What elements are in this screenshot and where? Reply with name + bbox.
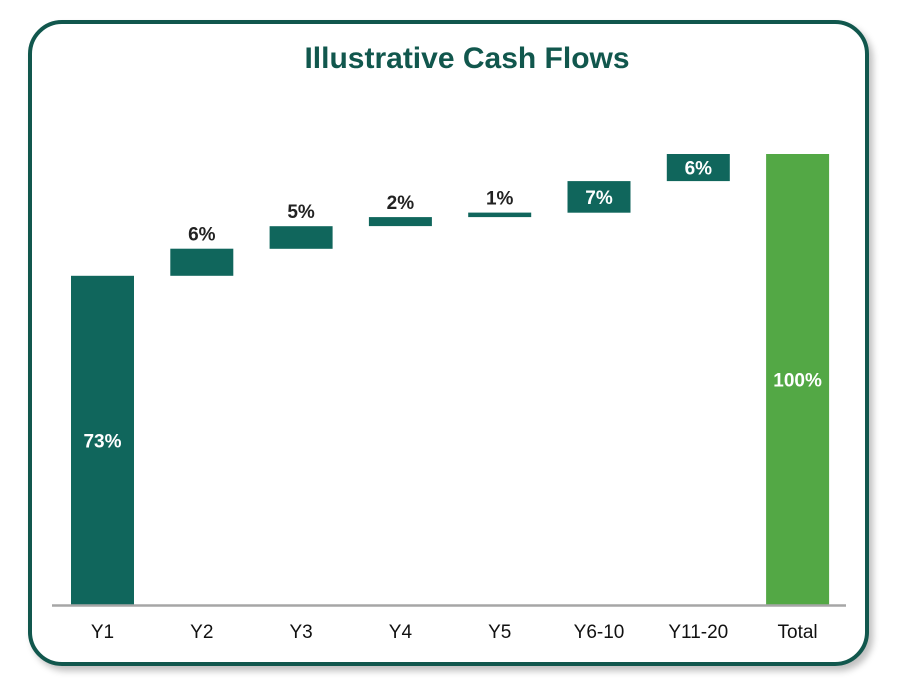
data-label-y4: 2%	[387, 193, 415, 214]
bar-y2	[170, 248, 234, 276]
x-tick-y5: Y5	[488, 622, 511, 643]
data-label-y1: 73%	[83, 431, 121, 452]
bar-y3	[269, 226, 333, 249]
x-tick-y11-20: Y11-20	[668, 622, 728, 643]
bar-total	[766, 154, 830, 605]
x-tick-y6-10: Y6-10	[574, 622, 625, 643]
x-tick-y1: Y1	[91, 622, 114, 643]
data-label-y3: 5%	[287, 202, 315, 223]
chart-frame	[28, 20, 869, 666]
bar-y11-20	[666, 154, 730, 182]
bar-y4	[368, 217, 432, 227]
data-label-y2: 6%	[188, 225, 216, 246]
bar-y1	[71, 275, 134, 605]
chart-title: Illustrative Cash Flows	[304, 42, 629, 75]
data-label-y11-20: 6%	[685, 159, 713, 180]
bar-y6-10	[567, 181, 631, 213]
data-label-y6-10: 7%	[585, 188, 613, 209]
x-tick-y2: Y2	[190, 622, 213, 643]
data-label-total: 100%	[773, 371, 822, 392]
x-tick-y4: Y4	[389, 622, 413, 643]
x-tick-total: Total	[778, 622, 818, 643]
x-tick-y3: Y3	[289, 622, 312, 643]
bar-y5	[468, 212, 532, 218]
data-label-y5: 1%	[486, 189, 514, 210]
